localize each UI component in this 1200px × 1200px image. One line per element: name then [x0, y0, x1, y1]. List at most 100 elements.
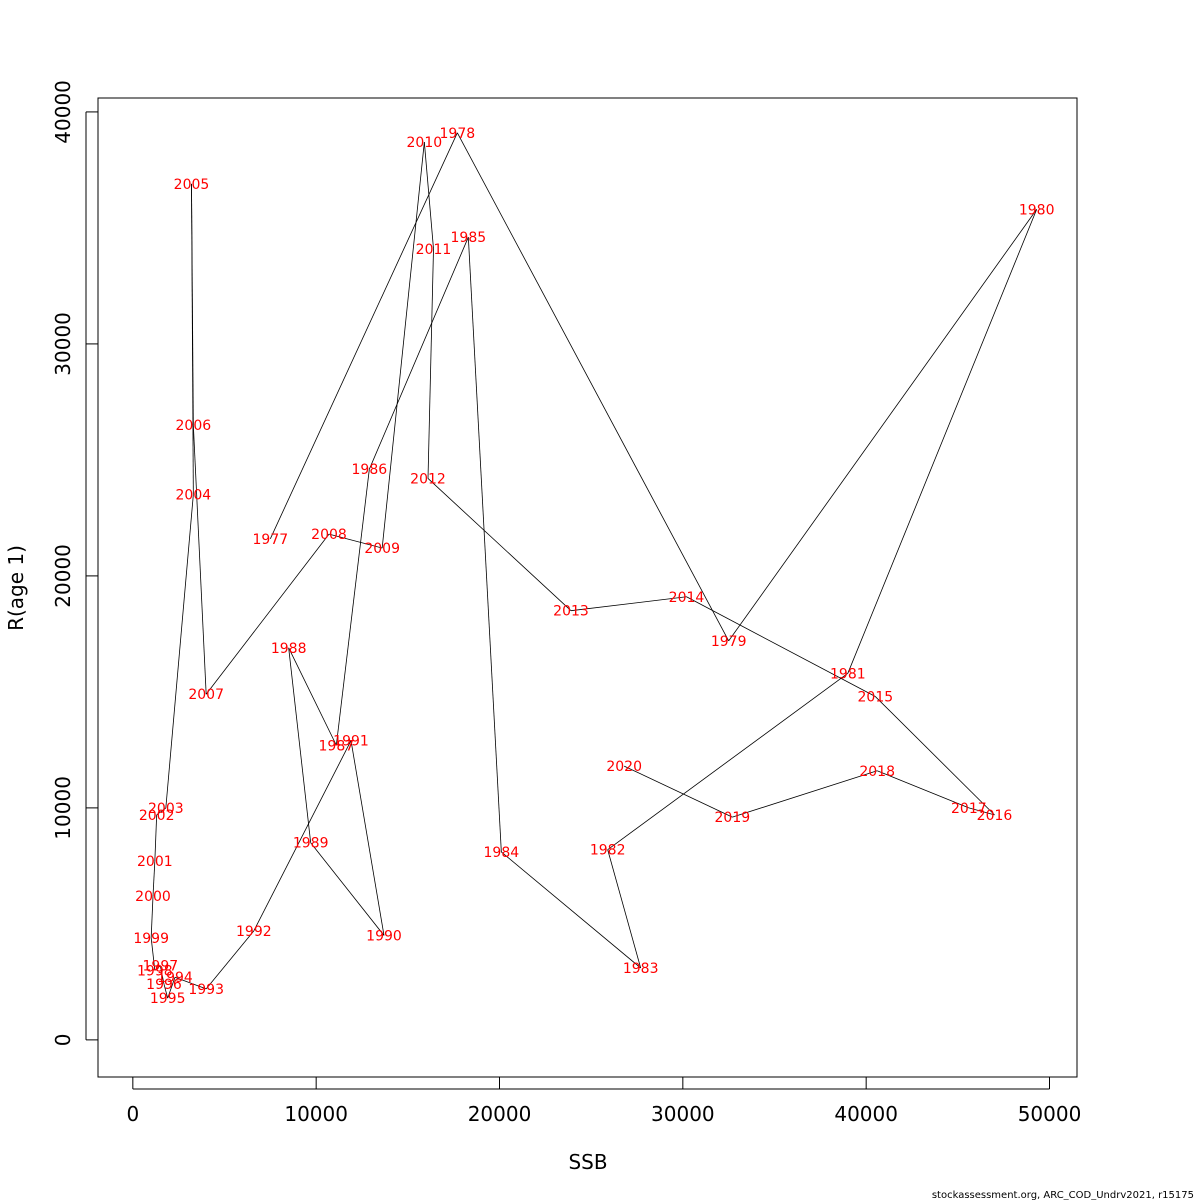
year-label-2019: 2019: [715, 810, 751, 826]
trajectory-segment: [174, 976, 207, 990]
trajectory-segment: [877, 770, 969, 809]
year-label-2003: 2003: [148, 801, 184, 817]
trajectory-segment: [150, 896, 154, 938]
trajectory-segment: [288, 647, 312, 843]
recruitment-trajectory: [150, 132, 1038, 999]
year-label-2006: 2006: [176, 418, 212, 434]
year-label-2013: 2013: [553, 604, 589, 620]
trajectory-segment: [154, 814, 158, 862]
trajectory-segment: [310, 842, 385, 936]
year-label-2017: 2017: [951, 801, 987, 817]
trajectory-segment: [427, 248, 434, 479]
year-label-2011: 2011: [416, 242, 452, 258]
year-label-1999: 1999: [133, 931, 169, 947]
year-label-2009: 2009: [364, 541, 400, 557]
year-label-2015: 2015: [858, 690, 894, 706]
trajectory-segment: [427, 478, 572, 611]
trajectory-segment: [732, 770, 878, 818]
trajectory-segment: [423, 142, 434, 249]
year-label-1996: 1996: [146, 977, 182, 993]
year-label-1982: 1982: [590, 843, 626, 859]
year-label-1990: 1990: [366, 928, 402, 944]
year-label-1998: 1998: [137, 963, 173, 979]
year-label-1989: 1989: [293, 836, 329, 852]
x-tick-label: 30000: [651, 1102, 715, 1126]
trajectory-segment: [501, 851, 641, 969]
year-label-1994: 1994: [157, 970, 193, 986]
year-label-2016: 2016: [977, 808, 1013, 824]
trajectory-segment: [335, 469, 370, 746]
trajectory-segment: [686, 596, 876, 697]
trajectory-segment: [192, 425, 207, 695]
x-tick-label: 40000: [834, 1102, 898, 1126]
trajectory-segment: [467, 237, 502, 852]
trajectory-segment: [167, 977, 176, 999]
year-label-2020: 2020: [606, 759, 642, 775]
trajectory-segment: [159, 965, 165, 985]
year-label-1988: 1988: [271, 641, 307, 657]
x-axis: 0 10000 20000 30000 40000 50000: [126, 1077, 1081, 1126]
trajectory-segment: [154, 965, 161, 971]
x-tick-label: 50000: [1018, 1102, 1082, 1126]
trajectory-segment: [156, 807, 167, 816]
y-tick-label: 0: [51, 1034, 75, 1047]
trajectory-segment: [968, 807, 995, 816]
x-tick-label: 0: [126, 1102, 139, 1126]
year-label-1997: 1997: [143, 959, 179, 975]
trajectory-segment: [191, 183, 194, 426]
year-label-1992: 1992: [236, 924, 272, 940]
trajectory-segment: [607, 849, 642, 969]
year-label-2012: 2012: [410, 471, 446, 487]
year-label-2004: 2004: [176, 488, 212, 504]
year-label-1978: 1978: [440, 126, 476, 142]
y-tick-label: 20000: [51, 544, 75, 608]
trajectory-segment: [381, 142, 425, 549]
year-label-1984: 1984: [484, 845, 520, 861]
year-label-2001: 2001: [137, 854, 173, 870]
trajectory-segment: [328, 533, 383, 549]
year-label-2008: 2008: [311, 527, 347, 543]
year-label-1995: 1995: [150, 991, 186, 1007]
trajectory-segment: [165, 494, 194, 808]
trajectory-segment: [847, 209, 1038, 674]
trajectory-segment: [607, 673, 849, 850]
y-tick-label: 30000: [51, 312, 75, 376]
trajectory-segment: [875, 696, 995, 816]
year-label-1979: 1979: [711, 634, 747, 650]
source-credit: stockassessment.org, ARC_COD_Undrv2021, …: [932, 1190, 1194, 1200]
trajectory-segment: [205, 533, 330, 695]
year-label-2010: 2010: [407, 135, 443, 151]
year-label-1985: 1985: [451, 230, 487, 246]
year-label-1981: 1981: [830, 666, 866, 682]
year-labels: 1977 1978 1979 1980 1981 1982 1983 1984 1985 1986…: [133, 126, 1054, 1007]
year-label-2018: 2018: [859, 764, 895, 780]
plot-frame: [97, 97, 1078, 1078]
year-label-2005: 2005: [174, 177, 210, 193]
y-tick-label: 10000: [51, 776, 75, 840]
trajectory-segment: [253, 740, 352, 932]
year-label-1986: 1986: [352, 462, 388, 478]
trajectory-segment: [728, 209, 1037, 642]
trajectory-segment: [623, 765, 733, 818]
year-label-2002: 2002: [139, 808, 175, 824]
year-label-1991: 1991: [333, 734, 369, 750]
trajectory-segment: [152, 861, 156, 897]
year-label-2014: 2014: [669, 590, 705, 606]
year-label-1993: 1993: [188, 982, 224, 998]
trajectory-segment: [350, 740, 385, 936]
y-tick-label: 40000: [51, 80, 75, 144]
trajectory-segment: [288, 647, 337, 746]
year-label-1977: 1977: [253, 532, 289, 548]
x-tick-label: 10000: [284, 1102, 348, 1126]
year-label-2000: 2000: [135, 889, 171, 905]
trajectory-segment: [150, 937, 156, 971]
trajectory-segment: [205, 930, 255, 990]
trajectory-segment: [163, 984, 169, 999]
y-axis: 0 10000 20000 30000 40000: [51, 80, 98, 1046]
trajectory-segment: [456, 132, 730, 642]
trajectory-segment: [269, 132, 458, 539]
year-label-1987: 1987: [319, 738, 355, 754]
trajectory-segment: [368, 237, 469, 470]
year-label-2007: 2007: [188, 687, 224, 703]
